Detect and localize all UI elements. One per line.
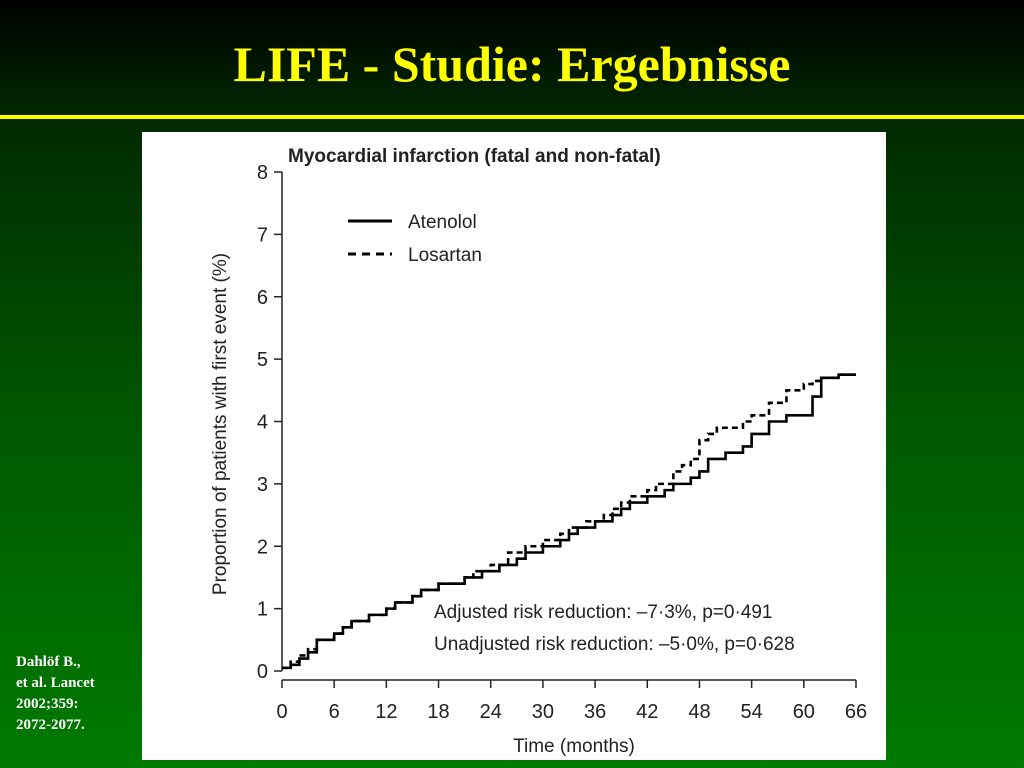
x-tick-label: 66 — [845, 701, 867, 723]
y-tick-label: 1 — [257, 599, 268, 621]
citation: Dahlöf B., et al. Lancet 2002;359: 2072-… — [16, 652, 136, 736]
annotation-unadjusted: Unadjusted risk reduction: –5·0%, p=0·62… — [434, 634, 795, 655]
x-tick-label: 18 — [427, 701, 449, 723]
series-line-losartan — [282, 373, 856, 670]
x-tick-label: 60 — [793, 701, 815, 723]
y-axis-ticks: 0 1 2 3 4 5 6 7 8 — [257, 162, 282, 683]
y-tick-label: 2 — [257, 536, 268, 558]
legend-label-losartan: Losartan — [408, 245, 482, 266]
annotation-adjusted: Adjusted risk reduction: –7·3%, p=0·491 — [434, 602, 773, 623]
x-tick-label: 12 — [375, 701, 397, 723]
series-group — [282, 373, 856, 670]
x-tick-label: 6 — [329, 701, 340, 723]
citation-line: 2072-2077. — [16, 717, 85, 733]
chart-title: Myocardial infarction (fatal and non-fat… — [288, 146, 661, 167]
citation-line: et al. Lancet — [16, 675, 95, 691]
x-tick-label: 36 — [584, 701, 606, 723]
slide-title: LIFE - Studie: Ergebnisse — [233, 36, 791, 92]
legend: Atenolol Losartan — [348, 212, 482, 266]
x-tick-label: 54 — [741, 701, 763, 723]
chart-svg: Myocardial infarction (fatal and non-fat… — [210, 146, 867, 757]
x-axis-ticks: 0 6 12 18 24 30 36 42 48 54 60 66 — [276, 680, 867, 723]
x-axis-label: Time (months) — [513, 736, 635, 757]
x-tick-label: 0 — [276, 701, 287, 723]
y-axis-label: Proportion of patients with first event … — [210, 253, 231, 595]
y-tick-label: 6 — [257, 287, 268, 309]
y-tick-label: 0 — [257, 661, 268, 683]
series-line-atenolol — [282, 373, 856, 670]
y-tick-label: 4 — [257, 412, 268, 434]
title-divider — [0, 115, 1024, 119]
x-tick-label: 24 — [480, 701, 502, 723]
chart-panel: Myocardial infarction (fatal and non-fat… — [142, 132, 886, 760]
y-tick-label: 8 — [257, 162, 268, 184]
citation-line: Dahlöf B., — [16, 654, 81, 670]
legend-label-atenolol: Atenolol — [408, 212, 477, 233]
x-tick-label: 48 — [688, 701, 710, 723]
x-tick-label: 42 — [636, 701, 658, 723]
y-tick-label: 7 — [257, 224, 268, 246]
y-tick-label: 3 — [257, 474, 268, 496]
x-tick-label: 30 — [532, 701, 554, 723]
y-tick-label: 5 — [257, 349, 268, 371]
citation-line: 2002;359: — [16, 696, 79, 712]
